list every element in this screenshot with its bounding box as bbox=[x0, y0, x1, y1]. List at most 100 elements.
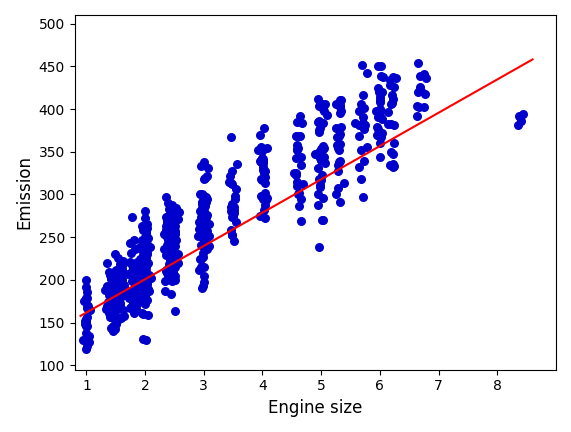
Point bbox=[203, 172, 212, 179]
Point bbox=[104, 309, 114, 316]
Point bbox=[107, 284, 116, 291]
Point bbox=[112, 268, 121, 275]
Point bbox=[164, 234, 173, 241]
Point bbox=[230, 207, 239, 214]
Point bbox=[106, 291, 115, 298]
Point bbox=[387, 92, 396, 99]
Point bbox=[112, 279, 121, 286]
Point bbox=[320, 159, 329, 166]
Point bbox=[293, 191, 303, 198]
Point bbox=[198, 204, 207, 211]
Point bbox=[142, 244, 151, 251]
Point bbox=[260, 168, 270, 175]
Point bbox=[164, 248, 174, 254]
Point bbox=[137, 290, 146, 297]
Point bbox=[107, 295, 116, 302]
Point bbox=[385, 76, 395, 83]
Point bbox=[200, 218, 209, 225]
Point bbox=[101, 306, 110, 313]
Point bbox=[167, 257, 176, 264]
Point bbox=[356, 100, 365, 107]
Point bbox=[168, 212, 178, 219]
Point bbox=[109, 299, 118, 306]
Point bbox=[315, 176, 324, 183]
Point bbox=[116, 286, 126, 292]
Point bbox=[81, 276, 90, 283]
Point bbox=[195, 256, 204, 263]
Point bbox=[373, 114, 383, 121]
Point bbox=[82, 316, 91, 323]
Point bbox=[315, 118, 324, 124]
Point bbox=[202, 214, 211, 221]
Point bbox=[111, 271, 120, 278]
Point bbox=[356, 146, 365, 153]
Point bbox=[130, 280, 139, 287]
Point bbox=[226, 172, 235, 179]
Point bbox=[354, 121, 363, 128]
Point bbox=[106, 273, 115, 280]
Point bbox=[228, 201, 237, 208]
Point bbox=[333, 184, 342, 191]
Point bbox=[375, 133, 384, 140]
Point bbox=[141, 282, 150, 289]
Point bbox=[143, 285, 152, 292]
Point bbox=[358, 194, 367, 200]
Point bbox=[140, 286, 150, 292]
Point bbox=[160, 288, 170, 295]
Point bbox=[115, 299, 124, 306]
Point bbox=[140, 236, 149, 243]
Point bbox=[260, 215, 270, 222]
Point bbox=[140, 260, 150, 267]
Point bbox=[256, 158, 265, 165]
Point bbox=[119, 290, 128, 297]
Point bbox=[293, 141, 302, 148]
Point bbox=[261, 197, 270, 204]
Point bbox=[160, 230, 169, 237]
Point bbox=[159, 246, 168, 253]
Point bbox=[119, 313, 128, 320]
Point bbox=[334, 167, 343, 174]
Point bbox=[137, 238, 146, 245]
Point bbox=[168, 220, 178, 227]
Point bbox=[163, 233, 172, 240]
Point bbox=[316, 125, 325, 132]
Point bbox=[375, 140, 384, 146]
Point bbox=[313, 152, 323, 159]
Point bbox=[111, 302, 120, 309]
Point bbox=[198, 211, 207, 218]
Point bbox=[199, 264, 208, 271]
Point bbox=[196, 214, 206, 221]
Point bbox=[198, 235, 207, 242]
Point bbox=[131, 288, 140, 295]
Point bbox=[258, 159, 267, 166]
Point bbox=[314, 102, 323, 109]
Point bbox=[142, 284, 151, 291]
Point bbox=[137, 309, 146, 316]
Point bbox=[166, 245, 175, 251]
Point bbox=[376, 63, 385, 70]
Point bbox=[123, 291, 132, 298]
Point bbox=[320, 108, 329, 114]
Point bbox=[140, 238, 149, 245]
Point bbox=[319, 145, 328, 152]
Point bbox=[114, 298, 123, 305]
Point bbox=[132, 300, 141, 307]
Point bbox=[378, 116, 387, 123]
Point bbox=[109, 313, 118, 320]
Point bbox=[227, 231, 236, 238]
Point bbox=[163, 213, 172, 220]
Point bbox=[168, 226, 177, 233]
Point bbox=[516, 118, 525, 125]
Point bbox=[194, 233, 203, 240]
Point bbox=[200, 226, 209, 233]
Point bbox=[260, 201, 270, 208]
Point bbox=[144, 272, 153, 279]
Point bbox=[166, 232, 175, 239]
Point bbox=[374, 89, 383, 95]
Point bbox=[340, 179, 349, 186]
Point bbox=[416, 72, 425, 79]
Point bbox=[311, 151, 320, 158]
Point bbox=[319, 106, 328, 113]
Point bbox=[201, 231, 210, 238]
Point bbox=[167, 241, 176, 248]
